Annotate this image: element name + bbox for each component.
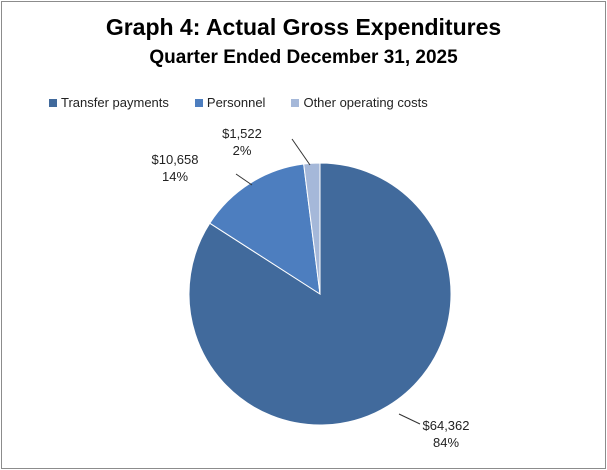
data-label-percent-transfer-payments: 84% bbox=[433, 435, 459, 450]
legend-swatch-transfer-payments bbox=[49, 98, 57, 107]
legend-item-personnel: Personnel bbox=[194, 95, 266, 110]
legend-label-transfer-payments: Transfer payments bbox=[61, 95, 169, 110]
pie-slice-transfer-payments bbox=[188, 162, 452, 426]
data-label-value-personnel: $10,658 bbox=[152, 152, 199, 167]
data-label-value-other-operating-costs: $1,522 bbox=[222, 126, 262, 141]
data-label-transfer-payments: $64,362 84% bbox=[423, 418, 470, 450]
legend-label-other-operating-costs: Other operating costs bbox=[303, 95, 428, 110]
pie-slice-other-operating-costs bbox=[303, 162, 321, 295]
data-label-percent-other-operating-costs: 2% bbox=[233, 143, 252, 158]
chart-title: Graph 4: Actual Gross Expenditures bbox=[105, 14, 502, 40]
legend-swatch-other-operating-costs bbox=[291, 98, 300, 107]
legend-swatch-personnel bbox=[194, 98, 203, 107]
leader-line-transfer-payments bbox=[398, 413, 421, 425]
data-label-value-transfer-payments: $64,362 bbox=[423, 418, 470, 433]
data-label-personnel: $10,658 14% bbox=[152, 152, 199, 184]
data-label-other-operating-costs: $1,522 2% bbox=[222, 126, 262, 158]
chart-subtitle: Quarter Ended December 31, 2025 bbox=[149, 47, 458, 68]
legend-label-personnel: Personnel bbox=[206, 95, 266, 110]
leader-line-other-operating-costs bbox=[291, 138, 311, 166]
leader-line-personnel bbox=[235, 173, 253, 186]
data-label-percent-personnel: 14% bbox=[162, 169, 188, 184]
legend-item-transfer-payments: Transfer payments bbox=[49, 95, 169, 110]
chart-legend: Transfer payments Personnel Other operat… bbox=[49, 95, 454, 110]
legend-item-other-operating-costs: Other operating costs bbox=[291, 95, 428, 110]
